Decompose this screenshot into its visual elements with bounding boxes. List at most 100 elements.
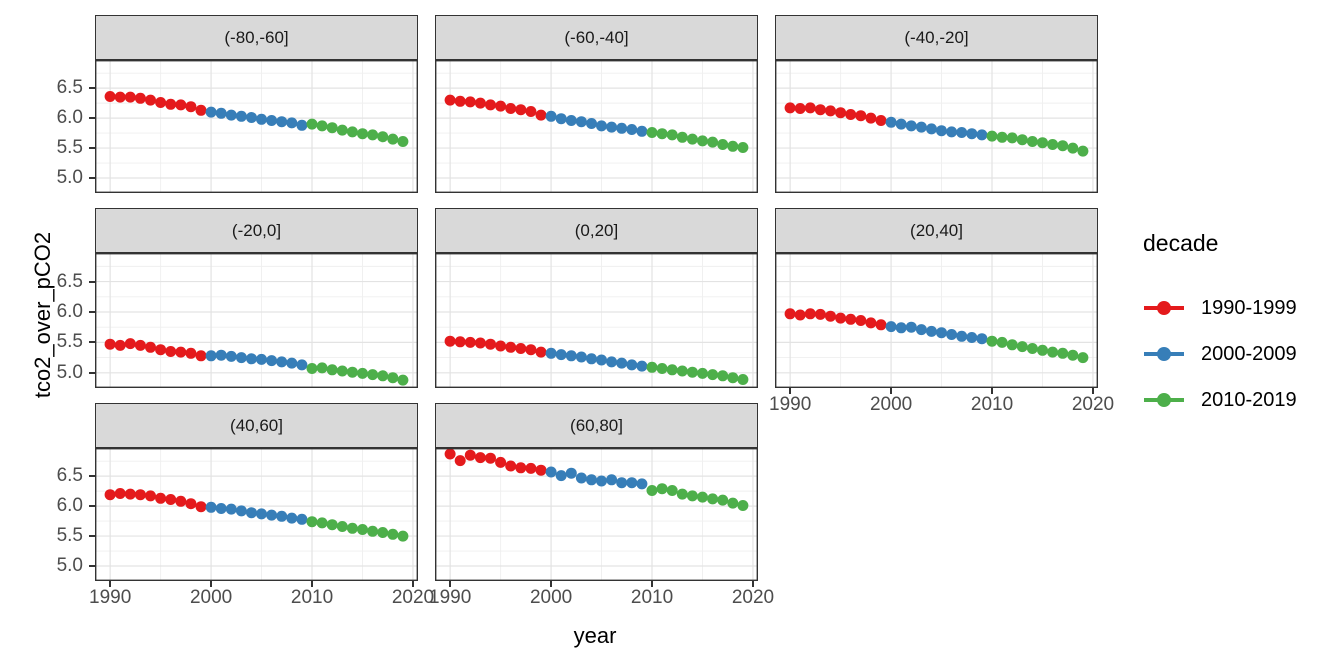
- data-point: [316, 362, 328, 374]
- x-tick-mark: [1091, 388, 1094, 394]
- data-point: [565, 115, 577, 126]
- legend-key-icon: [1144, 301, 1184, 315]
- data-point: [1067, 349, 1079, 361]
- legend-key-icon: [1144, 347, 1184, 361]
- data-point: [905, 321, 917, 333]
- data-point: [1016, 341, 1028, 353]
- data-point: [246, 112, 257, 123]
- data-point: [616, 477, 628, 489]
- legend-label: 2000-2009: [1201, 342, 1297, 365]
- data-point: [986, 130, 998, 142]
- data-point: [444, 448, 456, 460]
- data-point: [515, 343, 527, 354]
- data-point: [464, 336, 476, 348]
- data-point: [885, 321, 897, 333]
- data-point: [885, 116, 897, 128]
- x-tick-label: 1990: [429, 587, 472, 608]
- data-point: [1077, 145, 1089, 157]
- data-point: [707, 369, 719, 381]
- data-point: [346, 366, 358, 378]
- data-point: [474, 452, 486, 464]
- data-point: [104, 91, 116, 102]
- legend-label: 2010-2019: [1201, 388, 1297, 411]
- y-tick-mark: [89, 117, 95, 120]
- y-tick-label: 6.5: [56, 77, 83, 99]
- data-point: [357, 367, 368, 379]
- data-point: [586, 118, 597, 129]
- y-tick-mark: [89, 280, 95, 283]
- x-tick-mark: [550, 581, 553, 587]
- facet-panel: [435, 253, 758, 388]
- data-point: [474, 337, 486, 349]
- data-point: [266, 355, 278, 367]
- data-point: [185, 101, 197, 113]
- x-tick-label: 1990: [769, 394, 812, 415]
- data-point: [316, 120, 328, 132]
- facet-strip-label: (-40,-20]: [904, 27, 969, 47]
- data-point: [336, 365, 348, 377]
- data-point: [444, 335, 456, 347]
- data-point: [835, 107, 847, 119]
- data-point: [1016, 134, 1028, 146]
- data-point: [155, 97, 167, 108]
- data-point: [596, 354, 607, 366]
- data-point: [326, 364, 338, 376]
- data-point: [926, 325, 937, 337]
- y-tick-label: 6.0: [56, 300, 83, 322]
- data-point: [357, 524, 368, 535]
- data-point: [575, 116, 587, 128]
- data-point: [485, 338, 496, 350]
- facet-strip-label: (0,20]: [574, 220, 619, 240]
- data-point: [717, 494, 729, 506]
- data-point: [205, 106, 217, 118]
- data-point: [825, 105, 836, 117]
- y-tick-mark: [89, 147, 95, 150]
- data-point: [1037, 344, 1048, 356]
- data-point: [195, 501, 207, 513]
- data-point: [586, 474, 597, 486]
- y-tick-label: 6.0: [56, 495, 83, 517]
- data-point: [215, 107, 227, 119]
- data-point: [966, 128, 978, 140]
- data-point: [596, 475, 607, 487]
- data-point: [505, 341, 517, 353]
- data-point: [225, 350, 237, 362]
- data-point: [646, 361, 658, 373]
- data-point: [306, 516, 318, 528]
- legend-key-icon: [1144, 393, 1184, 407]
- data-point: [784, 308, 796, 320]
- data-point: [606, 121, 618, 133]
- x-tick-mark: [311, 581, 314, 587]
- data-point: [377, 527, 389, 538]
- data-point: [1057, 347, 1069, 359]
- data-point: [165, 346, 177, 357]
- data-point: [565, 467, 577, 479]
- data-point: [225, 503, 237, 515]
- data-point: [114, 339, 126, 351]
- data-point: [336, 521, 348, 532]
- data-point: [205, 350, 217, 362]
- data-point: [656, 363, 668, 374]
- data-point: [104, 338, 116, 350]
- data-point: [727, 140, 739, 152]
- data-point: [535, 464, 547, 476]
- data-point: [256, 508, 267, 520]
- data-point: [865, 112, 877, 124]
- data-point: [387, 133, 399, 145]
- data-point: [976, 333, 988, 345]
- data-point: [575, 472, 587, 484]
- legend-title: decade: [1143, 230, 1219, 256]
- data-point: [905, 120, 917, 132]
- data-point: [666, 129, 678, 141]
- data-point: [936, 125, 947, 137]
- facet-panel: [775, 253, 1098, 388]
- data-point: [875, 115, 887, 126]
- x-tick-mark: [449, 581, 452, 587]
- facet-strip: (60,80]: [435, 403, 758, 448]
- data-point: [1006, 339, 1018, 351]
- data-point: [626, 359, 638, 371]
- data-point: [326, 519, 338, 531]
- data-point: [505, 460, 517, 472]
- data-point: [686, 133, 698, 145]
- data-point: [397, 374, 409, 386]
